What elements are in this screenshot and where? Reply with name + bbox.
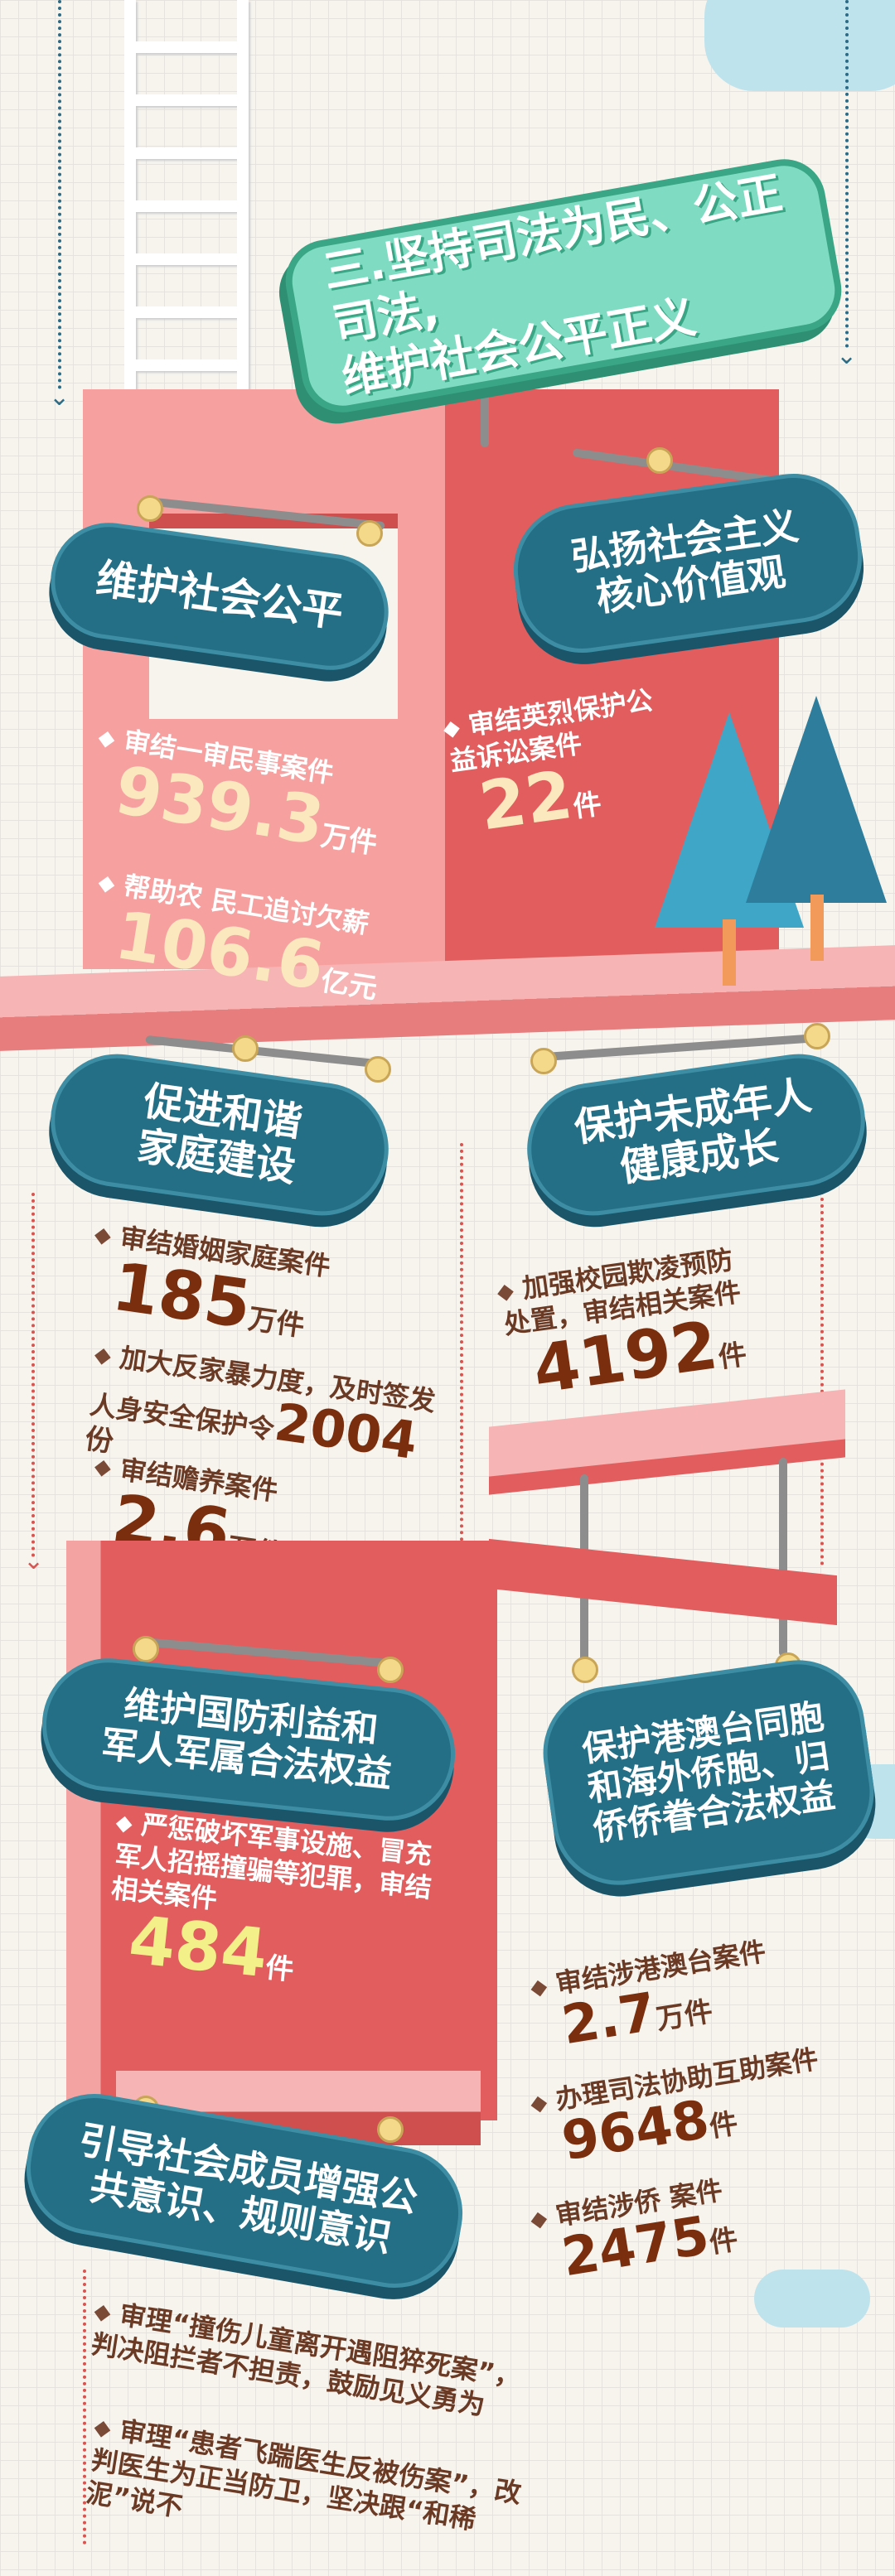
diamond-bullet-icon <box>98 876 115 893</box>
hanger-pin <box>572 1657 598 1683</box>
arrow-down-icon: ⌄ <box>49 383 70 412</box>
dotted-guide <box>460 1143 463 1640</box>
hanger-pin <box>377 2116 404 2143</box>
diamond-bullet-icon <box>530 2096 548 2113</box>
stat-family-cases: 审结婚姻家庭案件 185万件 <box>85 1218 332 1348</box>
table-leg <box>779 1458 787 1657</box>
arrow-down-icon: ⌄ <box>836 341 858 370</box>
diamond-bullet-icon <box>94 1228 111 1245</box>
hanger-pin <box>232 1035 259 1062</box>
diamond-bullet-icon <box>94 1348 111 1365</box>
badge-label: 弘扬社会主义核心价值观 <box>568 503 801 620</box>
cloud-bottom <box>754 2270 870 2328</box>
stat-judicial-assistance: 办理司法协助互助案件 9648件 <box>530 2043 829 2173</box>
hanger-pin <box>804 1023 830 1049</box>
arrow-down-icon: ⌄ <box>23 1546 45 1575</box>
hanger-pin <box>356 520 383 547</box>
dotted-guide <box>820 1184 824 1565</box>
tree-trunk <box>810 895 824 961</box>
hanger-pin <box>365 1056 391 1083</box>
tree-trunk <box>723 919 736 986</box>
badge-compatriots: 保护港澳台同胞 和海外侨胞、归 侨侨眷合法权益 <box>535 1652 883 1893</box>
diamond-bullet-icon <box>497 1285 514 1301</box>
hanger-pin <box>137 495 163 522</box>
badge-label: 维护社会公平 <box>93 554 346 637</box>
diamond-bullet-icon <box>98 731 115 748</box>
dotted-guide <box>31 1193 35 1557</box>
tree-icon <box>746 696 887 903</box>
diamond-bullet-icon <box>530 1980 548 1997</box>
stat-overseas-chinese: 审结涉侨 案件 2475件 <box>530 2172 740 2289</box>
stat-value: 484 <box>125 1901 272 1993</box>
hanger-pin <box>377 1657 404 1683</box>
sign-post <box>481 364 489 447</box>
diamond-bullet-icon <box>94 1459 111 1477</box>
stat-hk-macao-taiwan: 审结涉港澳台案件 2.7万件 <box>530 1935 776 2057</box>
dotted-guide <box>83 2270 86 2545</box>
cloud-top <box>704 0 895 91</box>
hanger-pin <box>646 447 673 474</box>
stat-military-crimes: 严惩破坏军事设施、冒充军人招摇撞骗等犯罪，审结相关案件 484件 <box>109 1808 433 1993</box>
case-child-injury: 审理“撞伤儿童离开遇阻猝死案”，判决阻拦者不担责，鼓励见义勇为 <box>89 2299 524 2422</box>
stat-value: 22 <box>474 755 578 846</box>
dotted-guide <box>845 0 849 348</box>
title-sign: 三.坚持司法为民、公正司法, 维护社会公平正义 <box>278 152 849 419</box>
stat-school-bullying: 加强校园欺凌预防处置，审结相关案件 4192件 <box>497 1241 762 1408</box>
diamond-bullet-icon <box>115 1816 133 1833</box>
case-doctor-self-defense: 审理“患者飞踹医生反被伤案”，改判医生为正当防卫，坚决跟“和稀泥”说不 <box>84 2414 524 2536</box>
diamond-bullet-icon <box>94 2421 111 2438</box>
hanger-pin <box>530 1048 557 1074</box>
diamond-bullet-icon <box>443 721 460 738</box>
badge-family: 促进和谐 家庭建设 <box>41 1045 398 1224</box>
dotted-guide <box>58 0 61 389</box>
diamond-bullet-icon <box>530 2212 548 2229</box>
hanger-pin <box>133 1636 159 1662</box>
diamond-bullet-icon <box>94 2305 111 2322</box>
ladder <box>124 0 249 406</box>
